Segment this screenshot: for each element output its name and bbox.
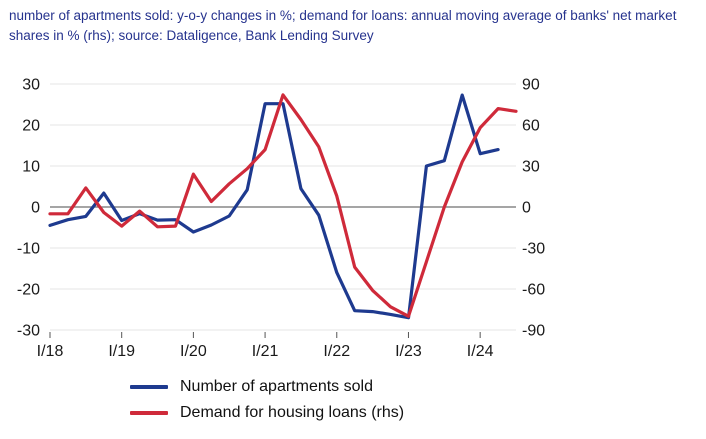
legend-item-loans: Demand for housing loans (rhs) [130, 400, 404, 426]
right-axis-label: 90 [522, 77, 540, 94]
right-axis-label: 30 [522, 159, 540, 176]
right-axis-label: -90 [522, 323, 545, 340]
series-line-apartments [48, 93, 500, 320]
legend-swatch-loans [130, 411, 168, 415]
right-axis-label: 60 [522, 118, 540, 135]
x-axis-label: I/20 [180, 343, 207, 360]
left-axis-label: 20 [22, 118, 40, 135]
left-axis-label: 30 [22, 77, 40, 94]
x-axis-label: I/19 [108, 343, 135, 360]
left-axis-label: 10 [22, 159, 40, 176]
x-axis-label: I/22 [323, 343, 350, 360]
right-axis-label: -30 [522, 241, 545, 258]
x-axis-label: I/24 [467, 343, 494, 360]
left-axis-label: 0 [31, 200, 40, 217]
right-axis-label: -60 [522, 282, 545, 299]
right-axis-label: 0 [522, 200, 531, 217]
left-axis-label: -10 [17, 241, 40, 258]
legend-label-apartments: Number of apartments sold [180, 378, 373, 395]
left-axis-label: -30 [17, 323, 40, 340]
x-axis-label: I/23 [395, 343, 422, 360]
x-axis-label: I/21 [252, 343, 279, 360]
series-line-loans [48, 93, 518, 318]
left-axis-label: -20 [17, 282, 40, 299]
legend-swatch-apartments [130, 385, 168, 389]
chart-legend: Number of apartments sold Demand for hou… [130, 374, 404, 426]
legend-label-loans: Demand for housing loans (rhs) [180, 404, 405, 421]
x-axis-label: I/18 [37, 343, 64, 360]
legend-item-apartments: Number of apartments sold [130, 374, 404, 400]
chart-title: number of apartments sold: y-o-y changes… [9, 8, 677, 43]
